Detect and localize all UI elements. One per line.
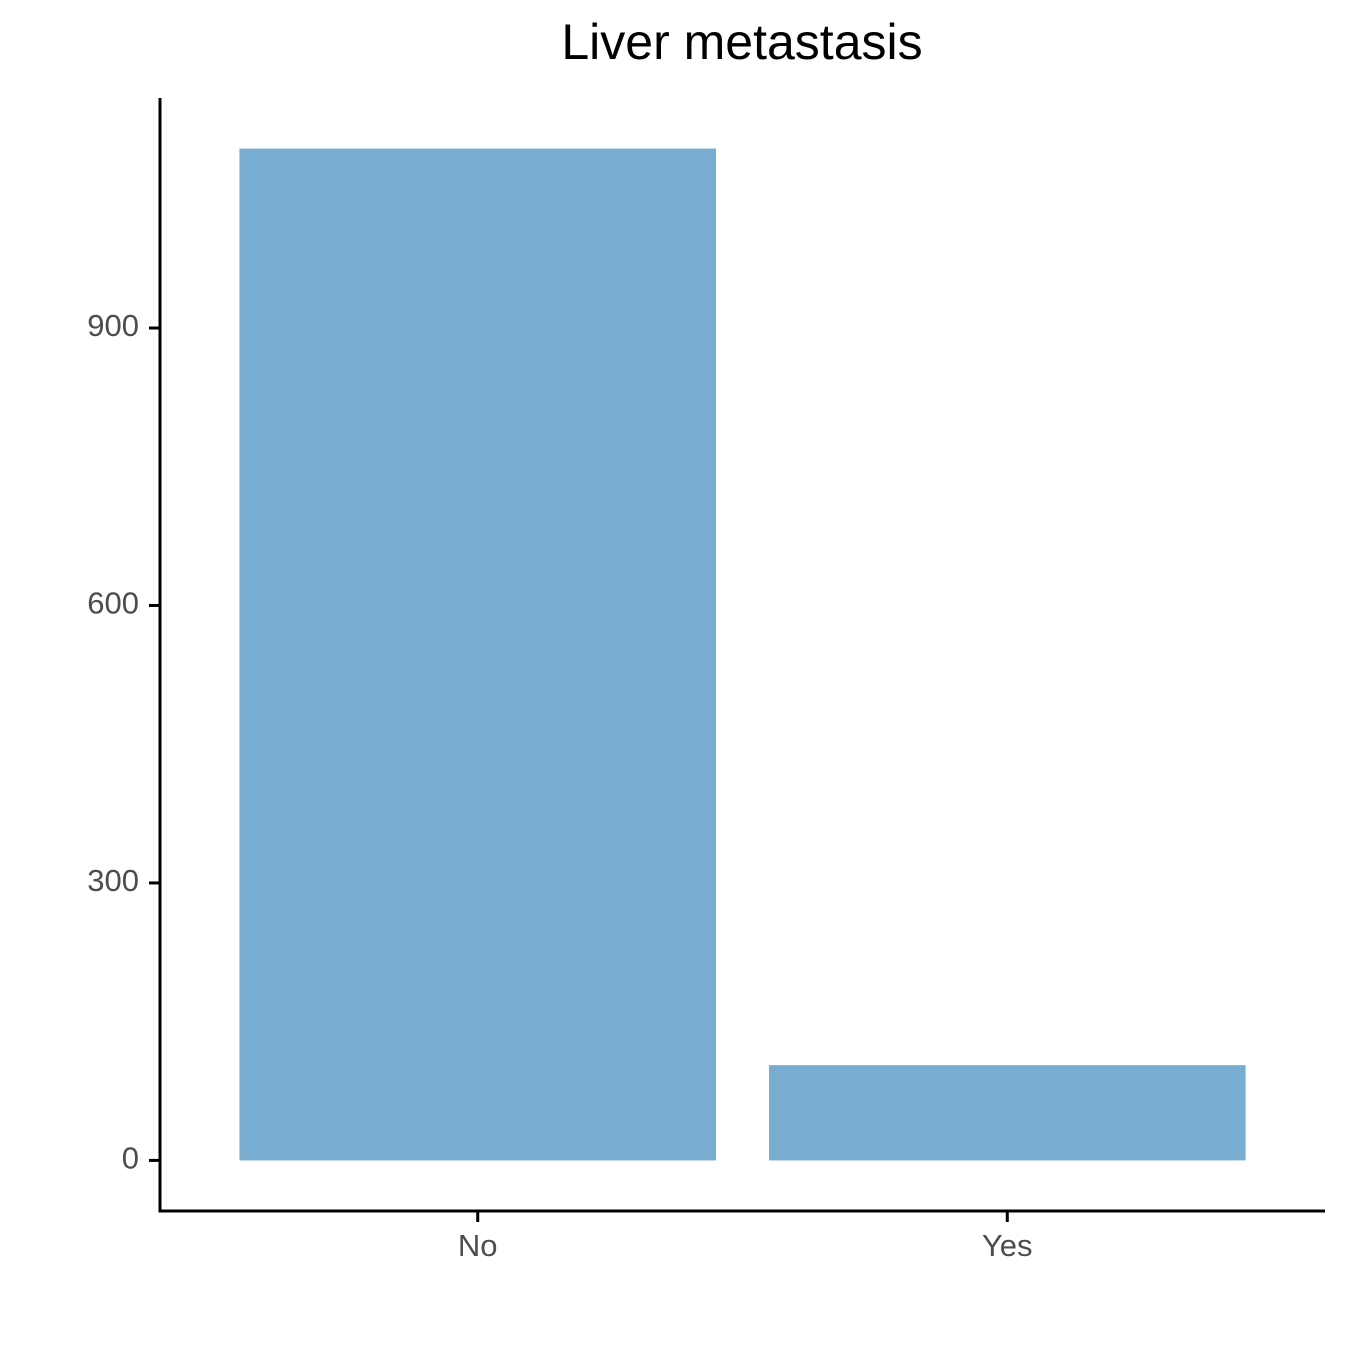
y-tick-label: 0 [122, 1141, 139, 1176]
x-tick-label: Yes [982, 1228, 1033, 1263]
y-tick-label: 900 [87, 308, 139, 343]
chart-title: Liver metastasis [561, 14, 922, 70]
y-tick-label: 600 [87, 586, 139, 621]
x-tick-label: No [458, 1228, 498, 1263]
bar [239, 148, 717, 1161]
bar [768, 1065, 1246, 1161]
y-tick-label: 300 [87, 863, 139, 898]
